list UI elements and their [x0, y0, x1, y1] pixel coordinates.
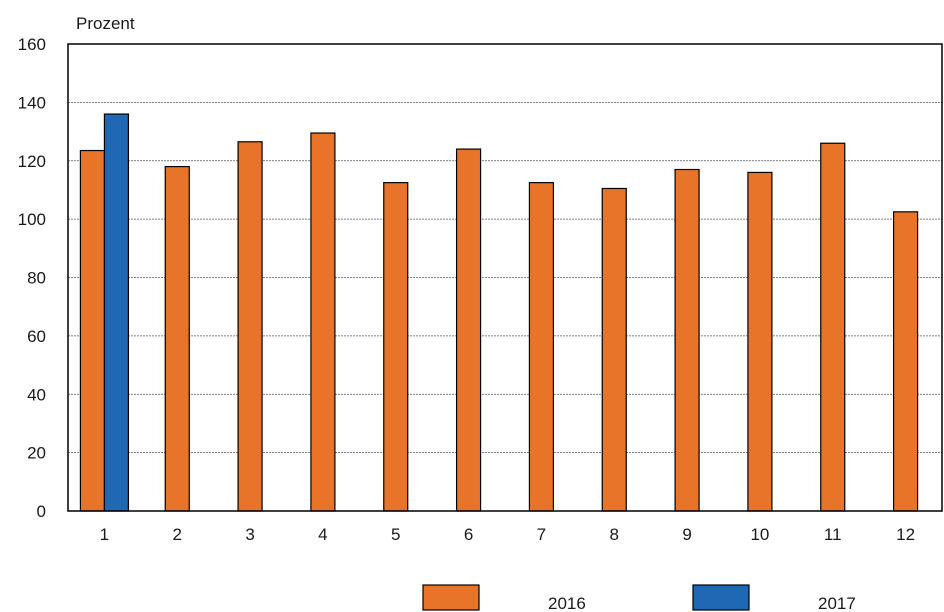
bar-2016-5 — [383, 182, 409, 512]
x-tick-label: 2 — [173, 525, 182, 544]
x-tick-label: 3 — [245, 525, 254, 544]
y-tick-label: 160 — [18, 35, 46, 54]
bar-2016-1 — [79, 149, 106, 512]
bar-2016-3 — [237, 141, 263, 512]
y-tick-label: 0 — [37, 502, 46, 521]
bar-2016-9 — [674, 168, 700, 512]
legend: 2016 2017 — [422, 584, 856, 612]
plot-frame — [67, 43, 943, 512]
x-tick-label: 1 — [100, 525, 109, 544]
legend-swatch-2016 — [422, 584, 480, 611]
x-tick-label: 10 — [750, 525, 769, 544]
y-tick-label: 120 — [18, 152, 46, 171]
bar-2016-11 — [820, 142, 846, 512]
x-tick-label: 6 — [464, 525, 473, 544]
x-tick-label: 4 — [318, 525, 327, 544]
y-tick-labels: 0 20 40 60 80 100 120 140 160 — [18, 35, 46, 521]
x-tick-labels: 1 2 3 4 5 6 7 8 9 10 11 12 — [100, 525, 915, 544]
bars — [79, 113, 919, 512]
grid-lines — [68, 101, 942, 454]
legend-label-2017: 2017 — [818, 594, 856, 612]
bar-2016-2 — [164, 165, 190, 512]
bar-2016-12 — [892, 211, 919, 512]
y-tick-label: 40 — [27, 385, 46, 404]
y-tick-label: 60 — [27, 327, 46, 346]
bar-2016-8 — [601, 187, 627, 512]
legend-swatch-2017 — [692, 584, 750, 611]
x-tick-label: 9 — [682, 525, 691, 544]
legend-label-2016: 2016 — [548, 594, 586, 612]
bar-2016-4 — [310, 132, 336, 512]
y-tick-label: 140 — [18, 93, 46, 112]
y-axis-title: Prozent — [76, 14, 135, 33]
bar-2016-6 — [455, 148, 482, 512]
bar-2016-10 — [747, 171, 773, 512]
x-tick-label: 11 — [824, 525, 842, 544]
x-tick-label: 7 — [537, 525, 546, 544]
bar-2017-1 — [103, 113, 130, 512]
y-tick-label: 100 — [18, 210, 46, 229]
y-tick-label: 20 — [27, 444, 46, 463]
x-tick-label: 8 — [610, 525, 619, 544]
x-tick-label: 5 — [391, 525, 400, 544]
y-tick-label: 80 — [27, 269, 46, 288]
x-tick-label: 12 — [896, 525, 915, 544]
bar-2016-7 — [528, 182, 555, 512]
